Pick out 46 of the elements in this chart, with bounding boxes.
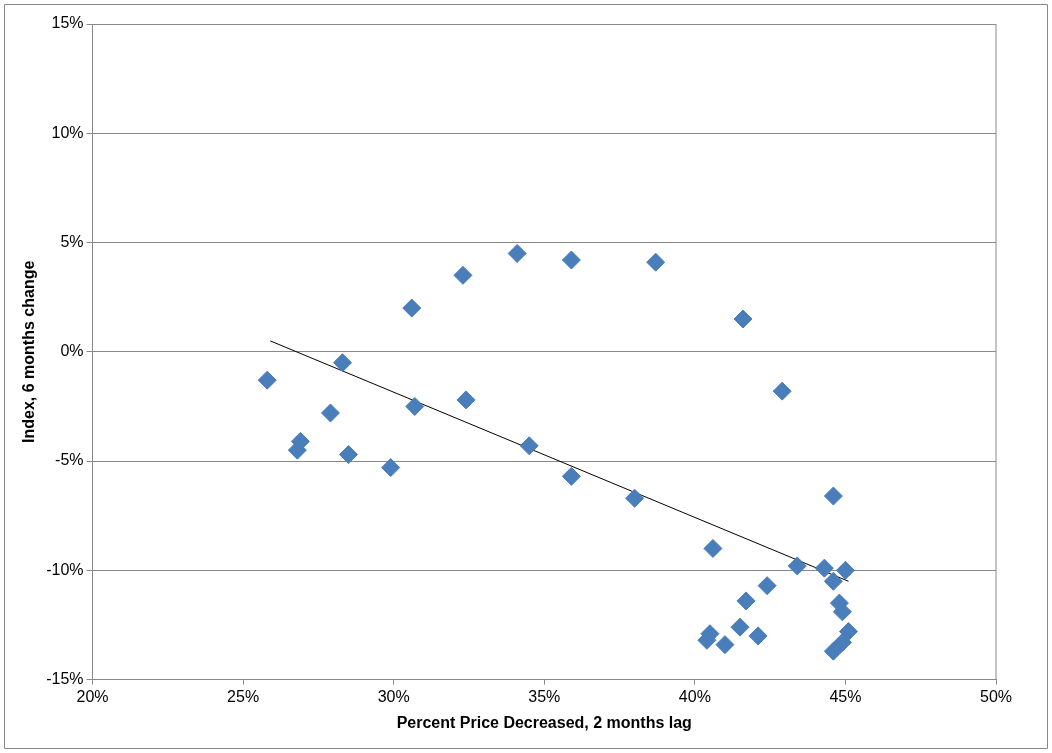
point	[832, 602, 852, 622]
x-tick-label: 20%	[76, 687, 109, 705]
x-tick-label: 25%	[227, 687, 260, 705]
x-tick-label: 35%	[528, 687, 561, 705]
y-tick-label: 10%	[51, 123, 84, 141]
point	[507, 243, 527, 263]
point	[402, 298, 422, 318]
y-tick-label: 5%	[60, 232, 84, 250]
point	[405, 396, 425, 416]
point	[733, 309, 753, 329]
point	[519, 436, 539, 456]
x-tick-label: 50%	[979, 687, 1013, 705]
y-tick-label: -5%	[55, 451, 84, 469]
x-tick-label: 30%	[377, 687, 410, 705]
point	[561, 466, 581, 486]
y-axis-title: Index, 6 months change	[20, 260, 38, 443]
point	[736, 591, 756, 611]
point	[703, 538, 723, 558]
point	[823, 571, 843, 591]
point	[748, 626, 768, 646]
point	[823, 486, 843, 506]
point	[320, 403, 340, 423]
x-axis-title: Percent Price Decreased, 2 months lag	[396, 713, 692, 731]
point	[625, 488, 645, 508]
point	[646, 252, 666, 272]
x-tick-label: 45%	[829, 687, 862, 705]
point	[730, 617, 750, 637]
point	[257, 370, 277, 390]
point	[814, 558, 834, 578]
point	[757, 576, 777, 596]
point	[456, 390, 476, 410]
point	[823, 641, 843, 661]
point	[381, 458, 401, 478]
point	[787, 556, 807, 576]
point	[772, 381, 792, 401]
y-tick-label: 15%	[51, 14, 84, 32]
y-tick-label: -15%	[46, 670, 84, 688]
x-tick-label: 40%	[678, 687, 711, 705]
point	[835, 560, 855, 580]
y-tick-label: 0%	[60, 342, 84, 360]
point	[561, 250, 581, 270]
point	[339, 445, 359, 465]
point	[453, 265, 473, 285]
point	[333, 353, 353, 373]
point	[715, 635, 735, 655]
y-tick-label: -10%	[46, 560, 84, 578]
